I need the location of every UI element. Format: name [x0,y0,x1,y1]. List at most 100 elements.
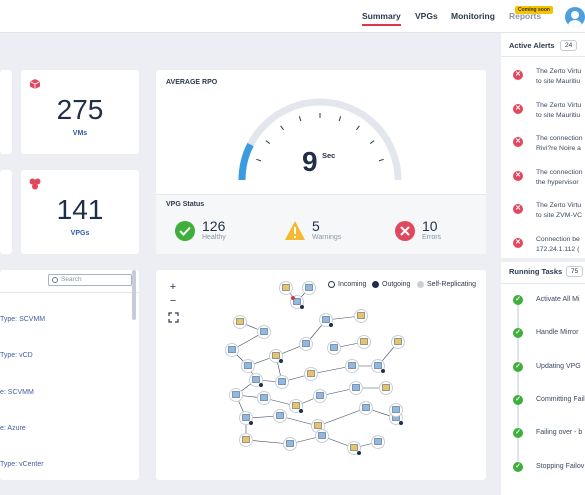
alert-line: The connection [536,135,583,142]
site-node[interactable] [290,295,305,310]
site-node[interactable] [349,381,363,395]
list-item[interactable]: e: SCVMM [0,389,34,396]
site-node[interactable] [289,399,304,414]
outgoing-legend-marker [372,281,379,288]
search-input[interactable]: Search [48,274,132,286]
gauge-fill [238,143,254,181]
site-node[interactable] [225,343,239,357]
site-node[interactable] [241,359,255,373]
zoom-out-button[interactable]: − [169,295,177,307]
vpgs-card[interactable]: 141 VPGs [21,170,139,254]
site-node[interactable] [327,341,341,355]
site-node[interactable] [357,335,371,349]
gauge-ticks [256,113,384,162]
site-node[interactable] [249,373,264,388]
alert-item[interactable]: The Zerto Virtu to site Mauritiu [536,101,581,121]
warnings-label: Warnings [312,234,342,241]
errors-count: 10 [422,218,438,234]
site-node[interactable] [315,429,329,443]
site-node[interactable] [279,281,293,295]
site-node[interactable] [354,309,368,323]
vms-card[interactable]: 275 VMs [21,70,139,154]
list-item[interactable]: Type: vCenter [0,461,44,468]
coming-soon-badge: Coming soon [515,6,553,14]
gauge-tick [298,116,302,122]
site-node[interactable] [313,389,327,403]
alert-line: The Zerto Virtu [536,101,582,109]
task-item[interactable]: Activate All Mi [536,296,580,303]
alert-item[interactable]: The connection Rivi?re Noire a [536,134,582,154]
site-node[interactable] [389,403,403,417]
alert-line: 172.24.1.112 ( [536,245,580,253]
alert-item[interactable]: The Zerto Virtu to site ZVM-VC [536,201,582,221]
error-circle-icon [395,221,415,241]
incoming-legend-marker [328,281,335,288]
list-scrollbar[interactable] [132,270,136,320]
alert-line: the hypervisor [536,178,579,186]
zoom-in-button[interactable]: + [169,281,177,293]
task-item[interactable]: Handle Mirror [536,329,579,337]
list-divider [0,292,139,293]
topology-graph[interactable] [156,270,486,480]
fit-screen-icon[interactable] [168,312,179,323]
list-item[interactable]: e: Azure [0,425,26,432]
site-node[interactable] [302,281,316,295]
avatar-head [571,11,579,19]
alerts-divider [501,56,585,57]
alert-line: to site Mauritiu [536,111,581,119]
site-node[interactable] [347,441,362,456]
alert-line: Rivi?re Noire a [536,145,581,152]
site-node[interactable] [283,437,297,451]
task-item[interactable]: Committing Fail [536,395,585,403]
alert-item[interactable]: Connection be 172.24.1.112 ( [536,235,580,255]
task-check-icon: ✓ [513,361,523,372]
site-node[interactable] [379,381,393,395]
task-check-icon: ✓ [513,328,523,339]
site-node[interactable] [371,435,385,449]
nav-monitoring[interactable]: Monitoring [451,11,495,21]
site-node[interactable] [304,367,318,381]
alert-item[interactable]: The Zerto Virtu to site Mauritiu [536,67,581,87]
topology-map-card [156,270,486,480]
user-avatar[interactable] [565,7,585,27]
site-node[interactable] [299,337,313,351]
site-node[interactable] [239,411,254,426]
site-node[interactable] [273,409,287,423]
site-node[interactable] [391,335,405,349]
rpo-gauge [238,98,402,181]
alerts-title: Active Alerts [509,41,555,50]
site-node[interactable] [319,313,334,328]
tasks-divider [501,283,585,284]
task-check-icon: ✓ [513,394,523,405]
nav-vpgs[interactable]: VPGs [415,11,438,21]
vpgs-label: VPGs [70,230,90,237]
site-node[interactable] [275,375,289,389]
task-item[interactable]: Failing over - b [536,429,583,437]
rpo-value: 9 [302,146,318,177]
alert-line: The connection [536,168,583,176]
site-node[interactable] [229,388,243,402]
site-node[interactable] [269,349,284,364]
topology-edge [317,407,367,427]
site-node[interactable] [257,391,271,405]
site-node[interactable] [233,315,247,329]
site-node[interactable] [257,325,271,339]
site-node[interactable] [345,359,359,373]
nav-summary[interactable]: Summary [362,11,401,26]
alerts-count-badge: 24 [560,40,578,51]
alert-item[interactable]: The connection the hypervisor [536,168,582,188]
avatar-body [568,20,582,27]
alert-error-icon: ✕ [513,137,523,147]
vpg-list-card [0,270,139,480]
list-item[interactable]: Type: vCD [0,352,33,359]
site-node[interactable] [239,433,253,447]
vms-label: VMs [72,130,88,137]
site-node[interactable] [359,401,373,415]
list-item[interactable]: Type: SCVMM [0,316,46,323]
gauge-tick [256,158,262,162]
nav-reports[interactable]: Reports [509,11,542,21]
rpo-unit: Sec [322,151,336,160]
site-node[interactable] [371,359,386,374]
task-item[interactable]: Updating VPG [536,362,581,370]
task-item[interactable]: Stopping Failov [536,462,585,470]
